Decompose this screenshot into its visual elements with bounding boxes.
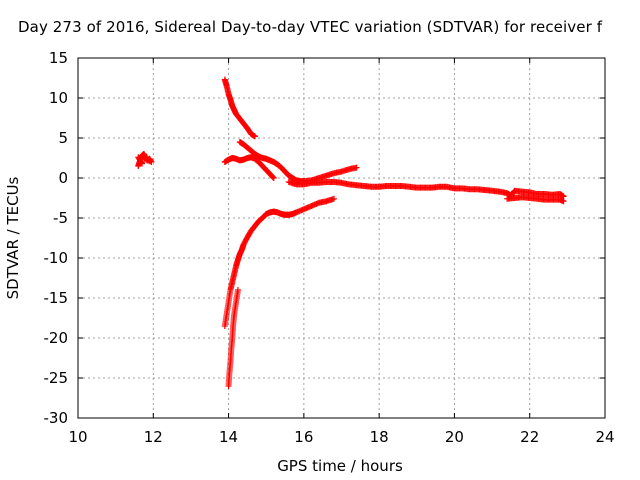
data-point	[270, 175, 277, 181]
y-tick-label: -20	[44, 329, 69, 347]
x-tick-label: 12	[144, 428, 163, 446]
x-axis-label: GPS time / hours	[277, 457, 403, 475]
data-point	[270, 174, 277, 181]
x-tick-label: 20	[445, 428, 464, 446]
data-point	[560, 198, 567, 205]
series-track-e	[285, 179, 567, 200]
data-point	[269, 173, 276, 180]
data-point	[251, 133, 258, 140]
grid-lines	[78, 58, 605, 418]
series-track-d	[236, 139, 360, 185]
series-track-c	[221, 154, 277, 181]
x-tick-label: 10	[68, 428, 87, 446]
y-tick-label: 10	[49, 89, 68, 107]
x-tick-label: 18	[370, 428, 389, 446]
y-tick-label: -15	[44, 289, 69, 307]
y-tick-label: 5	[58, 129, 68, 147]
y-tick-label: -25	[44, 369, 69, 387]
x-tick-label: 14	[219, 428, 238, 446]
y-tick-label: 0	[58, 169, 68, 187]
data-point	[353, 164, 360, 171]
y-tick-label: -5	[53, 209, 68, 227]
series-track-a	[135, 151, 155, 169]
y-tick-label: -10	[44, 249, 69, 267]
x-tick-label: 22	[520, 428, 539, 446]
data-point	[234, 287, 241, 293]
y-tick-label: -30	[44, 409, 69, 427]
data-point	[138, 160, 145, 167]
plot-frame	[77, 57, 606, 419]
series-track-b	[221, 76, 258, 140]
series-track-h	[225, 287, 241, 389]
data-point	[330, 195, 337, 202]
x-tick-label: 16	[294, 428, 313, 446]
axis-ticks: 10 12 14 16 18 20 22 24 15 10 5 0 -5 -10 -15 -20 -25 -30	[44, 49, 615, 446]
series-track-f	[504, 194, 567, 205]
series-track-g	[221, 195, 337, 329]
x-tick-label: 24	[595, 428, 614, 446]
chart-title: Day 273 of 2016, Sidereal Day-to-day VTE…	[18, 18, 603, 36]
y-tick-label: 15	[49, 49, 68, 67]
y-axis-label: SDTVAR / TECUs	[4, 176, 22, 299]
data-points	[135, 76, 567, 389]
data-point	[138, 159, 145, 166]
